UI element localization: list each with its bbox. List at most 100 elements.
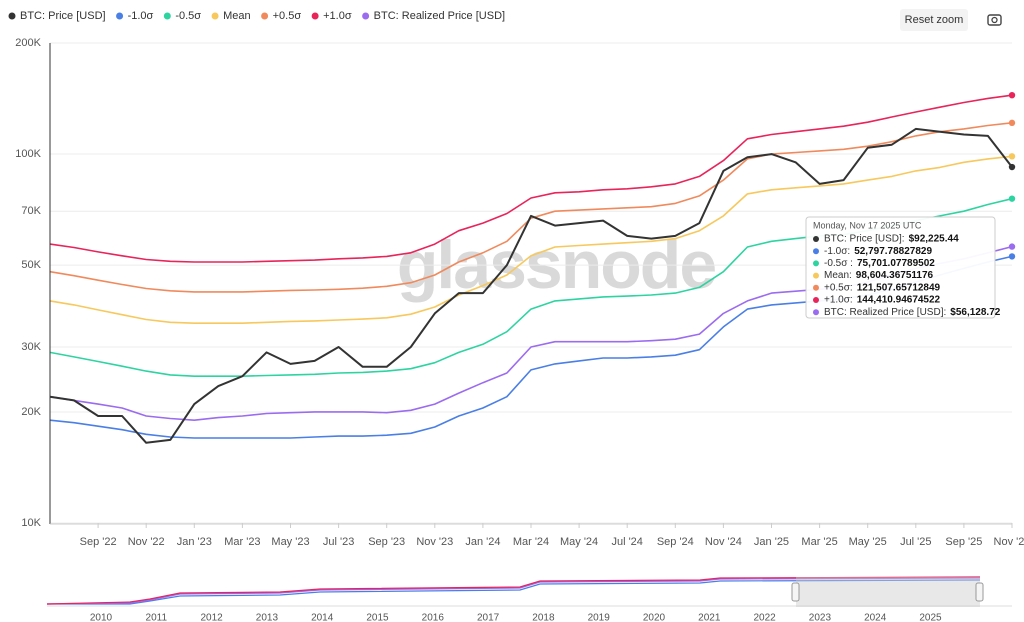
y-tick-label: 70K — [21, 205, 41, 217]
series-end-dot — [1008, 243, 1016, 250]
x-tick-label: Jul '24 — [611, 536, 642, 548]
x-tick-label: Mar '24 — [513, 536, 549, 548]
tooltip-name: +0.5σ: — [824, 282, 853, 293]
x-tick-label: Jan '24 — [465, 536, 500, 548]
series-line — [49, 94, 1013, 263]
tooltip-marker — [813, 236, 819, 242]
tooltip-marker — [813, 284, 819, 291]
x-tick-label: Sep '24 — [657, 536, 694, 548]
tooltip-name: -0.5σ : — [824, 258, 853, 269]
y-tick-label: 20K — [21, 406, 41, 418]
y-tick-label: 10K — [21, 517, 41, 529]
legend-label: BTC: Realized Price [USD] — [374, 10, 505, 22]
tooltip-value: $56,128.72 — [950, 307, 1000, 318]
series-line — [49, 127, 1013, 444]
legend-marker — [163, 12, 171, 20]
navigator — [46, 576, 1012, 607]
legend-marker — [116, 12, 124, 20]
series-end-dot — [1008, 153, 1016, 160]
navigator-year: 2023 — [809, 613, 832, 622]
camera-icon[interactable] — [987, 14, 1002, 26]
x-tick-label: Jan '25 — [754, 536, 789, 548]
x-tick-label: May '24 — [560, 536, 598, 548]
navigator-selection[interactable] — [796, 577, 980, 607]
navigator-year: 2025 — [919, 613, 942, 622]
grid: 10K 20K 30K 50K 70K 100K 200K Sep '22 Nov '22 Jan… — [15, 37, 1024, 548]
x-tick-label: Sep '22 — [80, 536, 117, 548]
y-tick-label: 30K — [21, 341, 41, 353]
legend-marker — [211, 12, 219, 20]
reset-zoom-button[interactable] — [900, 9, 968, 31]
navigator-year: 2010 — [90, 613, 113, 622]
reset-zoom-label[interactable]: Reset zoom — [905, 14, 964, 26]
legend-label: BTC: Price [USD] — [20, 10, 106, 22]
tooltip-value: 144,410.94674522 — [857, 295, 941, 306]
legend-label: +1.0σ — [323, 10, 352, 22]
tooltip-marker — [813, 272, 819, 279]
y-tick-label: 100K — [15, 148, 41, 160]
legend-marker — [311, 12, 319, 20]
lines — [49, 91, 1016, 444]
tooltip-marker — [813, 297, 819, 303]
navigator-year: 2015 — [366, 613, 389, 622]
tooltip-name: -1.0σ: — [824, 246, 850, 257]
series-line — [49, 122, 1013, 293]
series-end-dot — [1008, 253, 1016, 260]
legend-label: +0.5σ — [273, 10, 302, 22]
tooltip-name: +1.0σ: — [824, 295, 853, 306]
navigator-year: 2022 — [753, 613, 776, 622]
tooltip-box — [805, 216, 996, 319]
x-tick-label: Nov '24 — [705, 536, 742, 548]
navigator-year: 2024 — [864, 613, 887, 622]
tooltip-marker — [813, 309, 819, 316]
x-tick-label: May '23 — [271, 536, 309, 548]
series-end-dot — [1008, 119, 1016, 127]
x-tick-label: Nov '22 — [128, 536, 165, 548]
tooltip-date: Monday, Nov 17 2025 UTC — [813, 220, 922, 230]
y-tick-label: 50K — [21, 259, 41, 271]
tooltip-marker — [813, 260, 819, 267]
tooltip-value: 75,701.07789502 — [857, 258, 935, 269]
navigator-handle[interactable] — [791, 582, 800, 602]
tooltip-value: 52,797.78827829 — [854, 246, 932, 257]
tooltip-value: $92,225.44 — [909, 234, 959, 245]
x-tick-label: Mar '25 — [801, 536, 837, 548]
legend-marker — [261, 12, 269, 20]
tooltip-name: BTC: Price [USD]: — [824, 234, 905, 245]
legend-label: -0.5σ — [175, 10, 201, 22]
navigator-year: 2014 — [311, 613, 334, 622]
navigator-years: 2010 2011 2012 2013 2014 2015 2016 2017 2018 2019… — [90, 613, 942, 622]
x-tick-label: Nov '23 — [416, 536, 453, 548]
legend: BTC: Price [USD] -1.0σ -0.5σ Mean +0.5σ +1.0σ… — [8, 10, 505, 22]
series-end-dot — [1008, 163, 1016, 171]
navigator-year: 2013 — [256, 613, 279, 622]
navigator-line — [46, 576, 981, 605]
navigator-year: 2017 — [477, 613, 500, 622]
navigator-year: 2016 — [422, 613, 445, 622]
camera-body[interactable] — [987, 14, 1002, 26]
x-tick-label: Nov '25 — [994, 536, 1024, 548]
navigator-year: 2020 — [643, 613, 666, 622]
x-tick-label: Sep '25 — [945, 536, 982, 548]
navigator-year: 2011 — [146, 613, 168, 622]
legend-label: -1.0σ — [128, 10, 154, 22]
tooltip-name: Mean: — [824, 270, 852, 281]
tooltip-marker — [813, 248, 819, 255]
x-tick-label: Sep '23 — [368, 536, 405, 548]
tooltip-name: BTC: Realized Price [USD]: — [824, 307, 946, 318]
navigator-handle[interactable] — [975, 582, 984, 602]
camera-lens[interactable] — [991, 16, 998, 24]
y-tick-label: 200K — [15, 37, 41, 49]
x-tick-label: Jan '23 — [177, 536, 212, 548]
series-line — [49, 155, 1013, 324]
navigator-line — [47, 579, 981, 605]
tooltip: Monday, Nov 17 2025 UTC BTC: Price [USD]… — [805, 216, 1001, 319]
series-end-dot — [1008, 91, 1016, 99]
navigator-year: 2018 — [532, 613, 555, 622]
navigator-year: 2019 — [588, 613, 611, 622]
legend-label: Mean — [223, 10, 251, 22]
x-tick-label: Jul '23 — [323, 536, 354, 548]
tooltip-value: 98,604.36751176 — [856, 270, 934, 281]
series-end-dot — [1008, 195, 1016, 202]
